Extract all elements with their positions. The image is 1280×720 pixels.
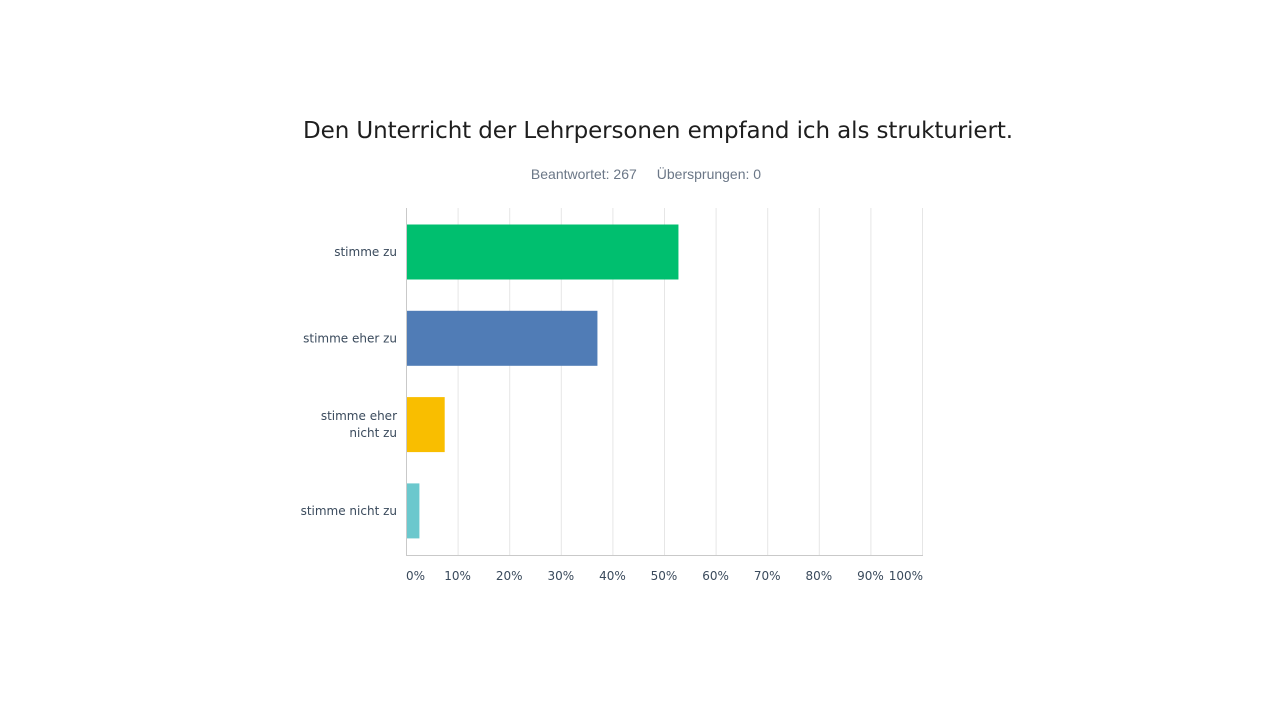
skipped-count: Übersprungen: 0 (656, 166, 762, 182)
x-tick-label: 10% (444, 569, 471, 583)
x-tick-label: 20% (496, 569, 523, 583)
bar (406, 483, 420, 539)
category-label: nicht zu (349, 426, 397, 440)
response-stats: Beantwortet: 267 Übersprungen: 0 (0, 166, 1280, 182)
x-tick-label: 0% (406, 569, 425, 583)
x-tick-label: 40% (599, 569, 626, 583)
chart-title: Den Unterricht der Lehrpersonen empfand … (303, 118, 1013, 144)
x-tick-label: 60% (702, 569, 729, 583)
bar (406, 310, 598, 366)
category-label: stimme eher zu (303, 331, 397, 345)
x-tick-label: 100% (889, 569, 923, 583)
x-tick-label: 90% (857, 569, 884, 583)
category-label: stimme zu (334, 245, 397, 259)
answered-count: Beantwortet: 267 (530, 166, 637, 182)
category-label: stimme nicht zu (301, 504, 397, 518)
x-tick-label: 50% (651, 569, 678, 583)
bar (406, 224, 679, 280)
bar (406, 397, 445, 453)
x-tick-label: 80% (805, 569, 832, 583)
x-tick-label: 30% (547, 569, 574, 583)
category-label: stimme eher (321, 409, 397, 423)
x-tick-label: 70% (754, 569, 781, 583)
